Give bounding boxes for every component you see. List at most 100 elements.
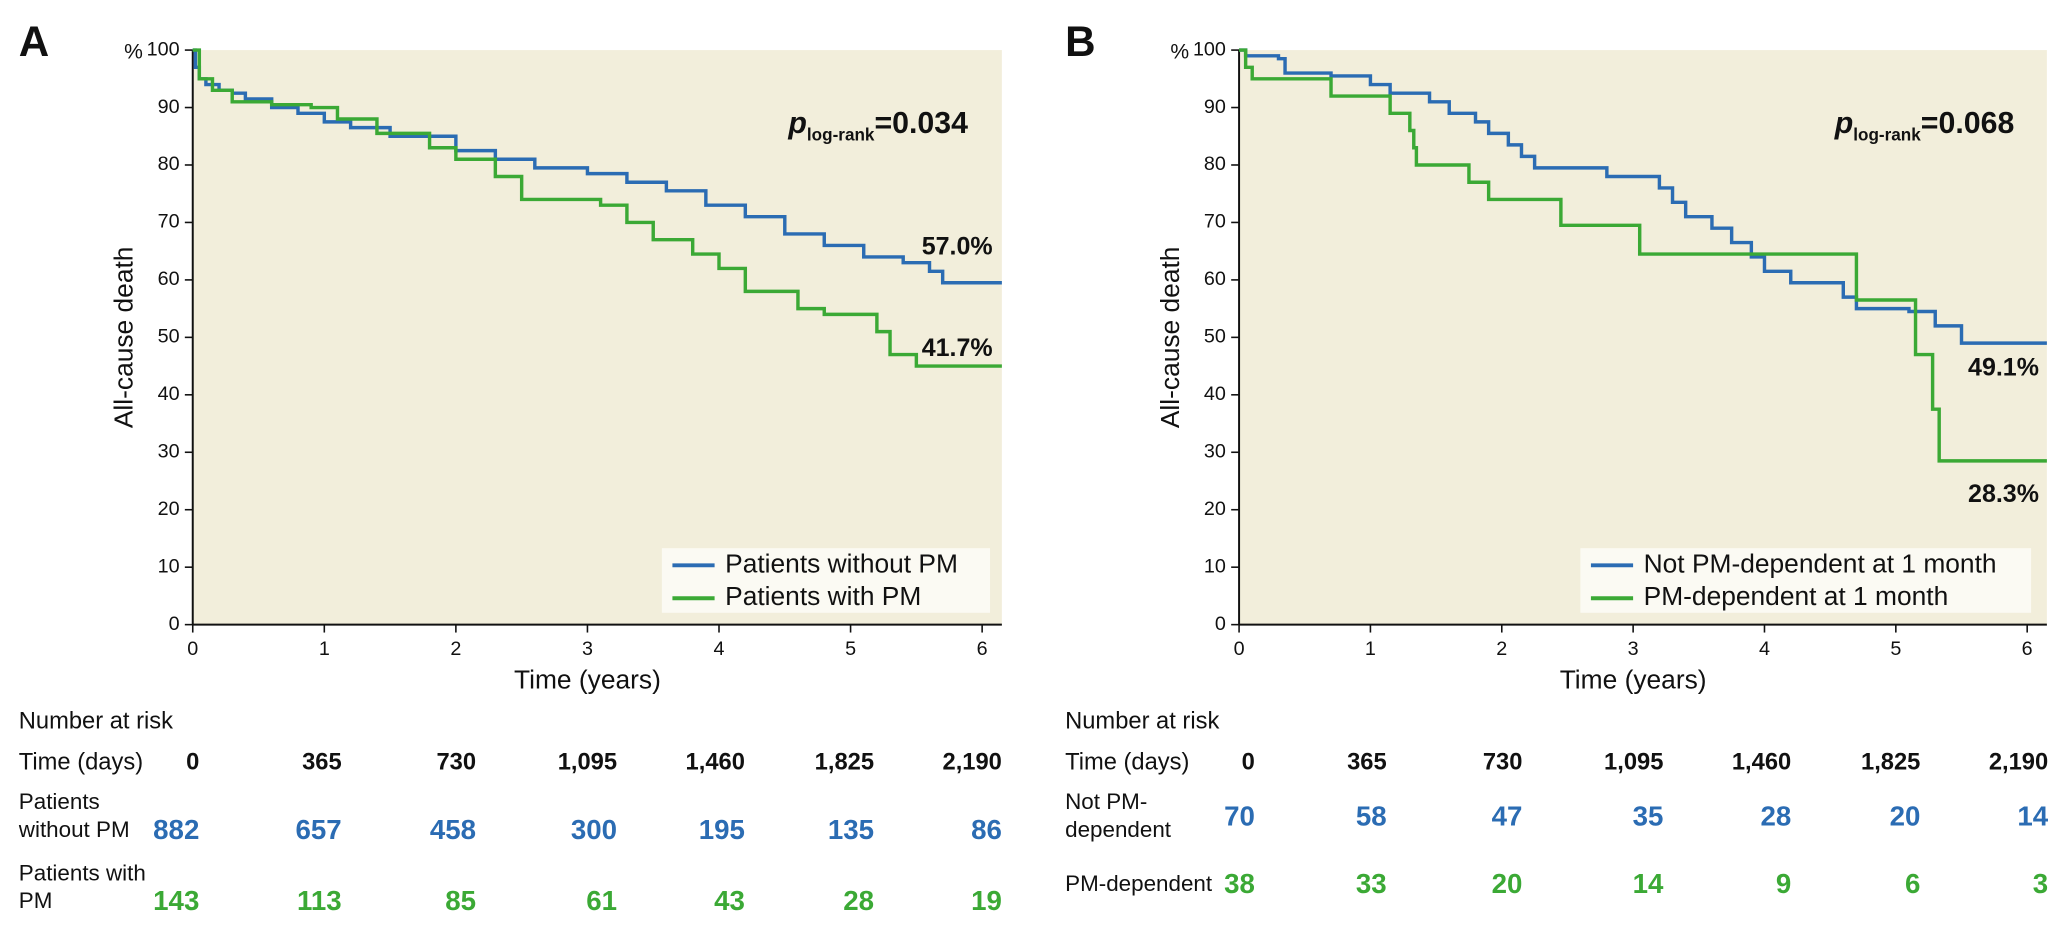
p-symbol: p: [1834, 107, 1854, 140]
x-tick-label: 5: [845, 638, 856, 660]
end-label: 49.1%: [1968, 354, 2039, 382]
risk-time: 1,095: [558, 749, 617, 775]
risk-time: 1,825: [815, 749, 874, 775]
y-tick-label: 100: [147, 38, 180, 60]
risk-count: 458: [430, 814, 476, 845]
y-tick-label: 0: [1215, 613, 1226, 635]
x-axis-label: Time (years): [1560, 664, 1707, 694]
risk-count: 3: [2033, 868, 2048, 899]
risk-count: 33: [1356, 868, 1387, 899]
x-tick-label: 6: [2022, 638, 2033, 660]
y-tick-label: 50: [1204, 326, 1226, 348]
p-value: plog-rank=0.034: [787, 107, 968, 144]
risk-row-name: Patients without PM: [18, 789, 130, 843]
end-label: 41.7%: [922, 334, 993, 362]
risk-count: 70: [1224, 801, 1255, 832]
panel-label: B: [1065, 18, 1095, 65]
x-tick-label: 5: [1890, 638, 1901, 660]
x-tick-label: 1: [319, 638, 330, 660]
risk-count: 38: [1224, 868, 1255, 899]
risk-count: 6: [1905, 868, 1920, 899]
x-axis-label: Time (years): [514, 664, 661, 694]
risk-count: 14: [1633, 868, 1664, 899]
risk-count: 35: [1633, 801, 1664, 832]
survival-curve: [1239, 48, 2047, 463]
y-unit: %: [1170, 40, 1189, 63]
risk-time: 365: [1347, 749, 1387, 775]
y-tick-label: 90: [158, 96, 180, 118]
risk-count: 14: [2017, 801, 2048, 832]
y-tick-label: 20: [1204, 498, 1226, 520]
risk-time: 2,190: [943, 749, 1002, 775]
risk-count: 195: [699, 814, 745, 845]
x-tick-label: 1: [1365, 638, 1376, 660]
risk-table-title: Number at risk: [19, 708, 173, 734]
risk-time: 730: [1483, 749, 1523, 775]
risk-time: 0: [1242, 749, 1255, 775]
legend-label: PM-dependent at 1 month: [1644, 581, 1949, 611]
y-tick-label: 60: [1204, 268, 1226, 290]
risk-count: 135: [828, 814, 874, 845]
legend-box: [1580, 548, 2032, 613]
risk-table-header: Time (days): [19, 749, 143, 775]
y-tick-label: 80: [158, 153, 180, 175]
x-tick-label: 0: [1234, 638, 1245, 660]
risk-time: 2,190: [1989, 749, 2048, 775]
p-subscript: log-rank: [1853, 124, 1921, 144]
y-tick-label: 100: [1193, 38, 1226, 60]
risk-time: 0: [186, 749, 199, 775]
legend-label: Not PM-dependent at 1 month: [1644, 548, 1997, 578]
risk-row-label: Not PM-dependent: [1065, 789, 1172, 843]
survival-curve: [192, 48, 1002, 368]
risk-row-label: Patients without PM: [18, 789, 130, 843]
risk-count: 86: [971, 814, 1002, 845]
legend-label: Patients with PM: [725, 581, 921, 611]
y-tick-label: 50: [158, 326, 180, 348]
risk-time: 1,095: [1604, 749, 1663, 775]
risk-time: 1,460: [1732, 749, 1791, 775]
y-unit: %: [124, 40, 143, 63]
risk-time: 365: [302, 749, 342, 775]
risk-row-name: Not PM-dependent: [1065, 789, 1172, 843]
x-tick-label: 3: [1628, 638, 1639, 660]
risk-count: 882: [153, 814, 199, 845]
risk-time: 1,460: [686, 749, 745, 775]
legend-label: Patients without PM: [725, 548, 958, 578]
p-symbol: p: [787, 107, 807, 140]
risk-table-header: Time (days): [1065, 749, 1189, 775]
y-tick-label: 70: [1204, 211, 1226, 233]
p-text: =0.034: [874, 107, 968, 140]
risk-count: 113: [297, 885, 342, 916]
risk-count: 85: [445, 885, 476, 916]
end-label: 28.3%: [1968, 480, 2039, 508]
risk-count: 9: [1776, 868, 1791, 899]
risk-count: 58: [1356, 801, 1387, 832]
risk-row-name: Patients with PM: [19, 861, 146, 914]
risk-count: 28: [843, 885, 874, 916]
risk-table-title: Number at risk: [1065, 708, 1219, 734]
risk-count: 61: [586, 885, 617, 916]
plot-background: [1239, 50, 2047, 625]
x-tick-label: 6: [977, 638, 988, 660]
risk-time: 1,825: [1861, 749, 1920, 775]
y-tick-label: 10: [1204, 555, 1226, 577]
p-text: =0.068: [1921, 107, 2015, 140]
risk-count: 47: [1492, 801, 1523, 832]
risk-time: 730: [436, 749, 476, 775]
end-label: 57.0%: [922, 232, 993, 260]
y-tick-label: 10: [158, 555, 180, 577]
legend-box: [661, 548, 991, 613]
risk-count: 300: [571, 814, 617, 845]
risk-count: 19: [971, 885, 1002, 916]
risk-row-name: PM-dependent: [1065, 871, 1212, 896]
y-tick-label: 30: [158, 440, 180, 462]
y-axis-label: All-cause death: [108, 247, 138, 429]
risk-count: 143: [153, 885, 199, 916]
risk-count: 20: [1492, 868, 1523, 899]
y-tick-label: 60: [158, 268, 180, 290]
survival-curve: [1239, 48, 2047, 345]
risk-count: 657: [296, 814, 342, 845]
risk-count: 28: [1760, 801, 1791, 832]
